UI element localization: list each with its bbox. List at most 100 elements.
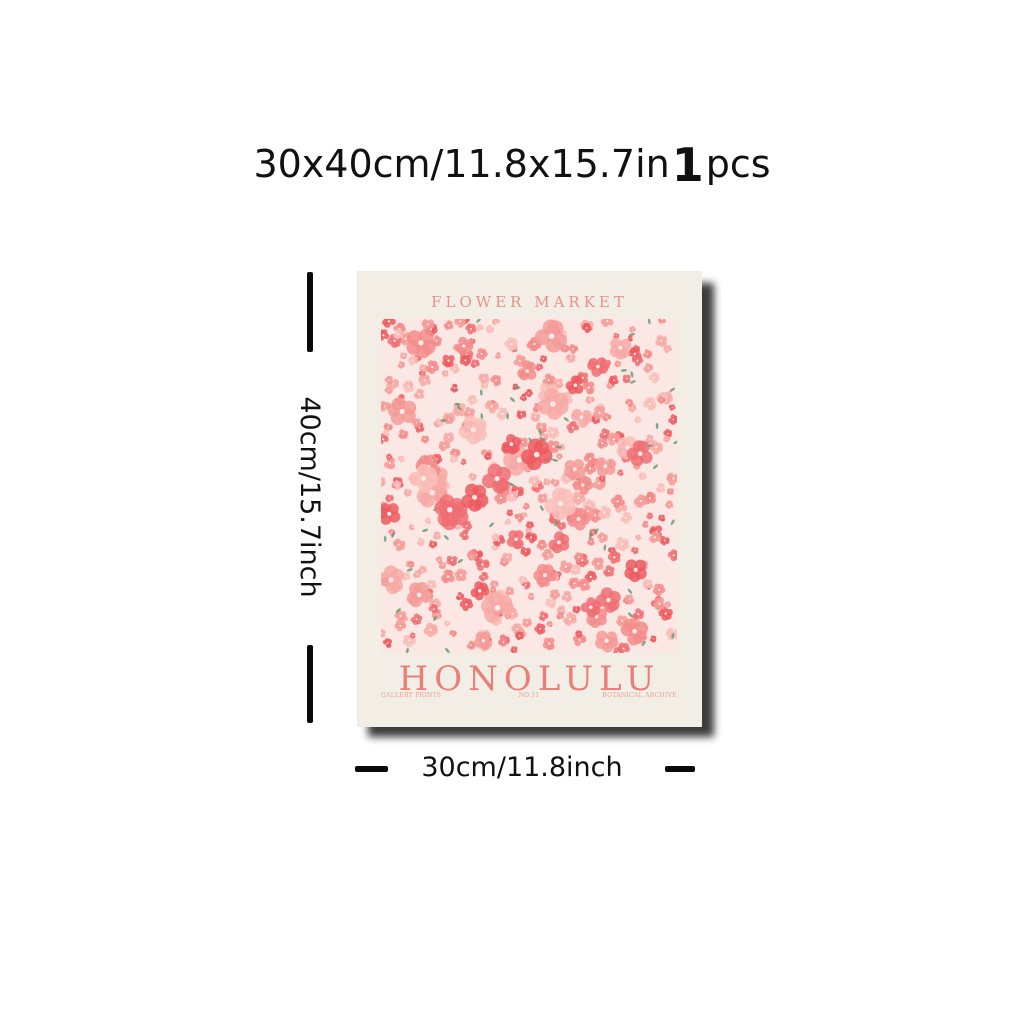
flower-shape bbox=[409, 463, 439, 493]
leaf-shape bbox=[443, 535, 449, 540]
flower-shape bbox=[592, 406, 607, 420]
flower-shape bbox=[643, 363, 654, 373]
leaf-shape bbox=[445, 647, 450, 653]
flower-shape bbox=[443, 432, 455, 444]
flower-shape bbox=[418, 374, 431, 387]
flower-shape bbox=[387, 397, 417, 426]
flower-shape bbox=[475, 323, 484, 332]
flower-shape bbox=[510, 646, 518, 653]
leaf-shape bbox=[641, 640, 646, 647]
flower-shape bbox=[658, 514, 666, 522]
flower-shape bbox=[505, 490, 519, 502]
flower-shape bbox=[517, 360, 537, 381]
flower-shape bbox=[544, 487, 576, 521]
flower-shape bbox=[490, 580, 499, 588]
flower-shape bbox=[570, 564, 581, 576]
flower-shape bbox=[381, 477, 386, 487]
flower-shape bbox=[513, 354, 527, 368]
leaf-shape bbox=[422, 528, 429, 533]
flower-shape bbox=[403, 488, 412, 497]
flower-shape bbox=[501, 552, 513, 563]
leaf-shape bbox=[627, 588, 633, 594]
floral-pattern bbox=[381, 319, 677, 653]
leaf-shape bbox=[406, 568, 413, 572]
leaf-shape bbox=[671, 632, 675, 639]
width-marker-left bbox=[355, 766, 388, 772]
flower-shape bbox=[433, 531, 441, 540]
flower-shape bbox=[441, 569, 455, 584]
flower-shape bbox=[615, 537, 629, 552]
flower-shape bbox=[520, 546, 531, 557]
flower-shape bbox=[597, 438, 608, 449]
flower-shape bbox=[602, 412, 612, 422]
flower-shape bbox=[583, 462, 597, 475]
flower-shape bbox=[534, 319, 568, 353]
flower-shape bbox=[383, 456, 396, 470]
leaf-shape bbox=[509, 482, 515, 487]
flower-shape bbox=[501, 434, 522, 455]
flower-shape bbox=[668, 404, 676, 411]
flower-shape bbox=[392, 538, 406, 552]
leaf-shape bbox=[630, 371, 634, 378]
flower-shape bbox=[397, 455, 405, 463]
flower-shape bbox=[548, 531, 570, 554]
flower-shape bbox=[564, 459, 586, 481]
flower-shape bbox=[664, 601, 672, 608]
flower-shape bbox=[594, 457, 616, 477]
flower-shape bbox=[470, 581, 490, 601]
flower-shape bbox=[438, 440, 451, 452]
flower-shape bbox=[573, 552, 584, 562]
flower-shape bbox=[465, 323, 477, 335]
flower-shape bbox=[521, 438, 553, 471]
flower-shape bbox=[423, 622, 438, 638]
flower-shape bbox=[459, 529, 469, 541]
flower-shape bbox=[556, 453, 563, 460]
flower-shape bbox=[658, 606, 673, 621]
leaf-shape bbox=[589, 532, 592, 539]
flower-shape bbox=[504, 337, 518, 352]
flower-shape bbox=[534, 623, 546, 635]
flower-shape bbox=[624, 559, 647, 583]
flower-shape bbox=[490, 374, 502, 387]
flower-shape bbox=[514, 513, 524, 523]
flower-shape bbox=[491, 319, 500, 325]
flower-shape bbox=[449, 454, 458, 463]
footer-right-text: BOTANICAL ARCHIVE bbox=[602, 692, 677, 699]
flower-shape bbox=[600, 319, 614, 327]
flower-shape bbox=[646, 512, 654, 520]
flower-shape bbox=[460, 458, 467, 466]
flower-shape bbox=[468, 472, 477, 481]
flower-shape bbox=[634, 494, 648, 508]
flower-shape bbox=[410, 613, 423, 625]
flower-shape bbox=[458, 415, 487, 445]
flower-shape bbox=[434, 494, 466, 526]
flower-shape bbox=[665, 500, 674, 509]
flower-shape bbox=[545, 598, 557, 609]
leaf-shape bbox=[603, 544, 607, 551]
flower-shape bbox=[559, 560, 573, 574]
flower-shape bbox=[506, 530, 524, 550]
flower-shape bbox=[449, 630, 457, 637]
flower-shape bbox=[402, 380, 415, 393]
flower-shape bbox=[620, 618, 649, 646]
footer-left-text: GALLERY PRINTS bbox=[381, 692, 442, 699]
flower-shape bbox=[667, 549, 677, 562]
flower-shape bbox=[607, 550, 621, 564]
leaf-shape bbox=[433, 615, 437, 622]
flower-shape bbox=[459, 354, 472, 367]
flower-shape bbox=[392, 480, 402, 490]
flower-shape bbox=[626, 440, 653, 467]
flower-shape bbox=[578, 578, 591, 592]
flower-shape bbox=[449, 363, 460, 374]
flower-shape bbox=[609, 337, 632, 360]
flower-shape bbox=[461, 483, 489, 512]
flower-shape bbox=[406, 582, 433, 608]
flower-shape bbox=[536, 539, 548, 551]
flower-shape bbox=[393, 328, 403, 340]
flower-shape bbox=[561, 590, 573, 603]
flower-shape bbox=[655, 335, 668, 348]
width-label: 30cm/11.8inch bbox=[421, 752, 623, 783]
flower-shape bbox=[591, 557, 604, 571]
flower-shape bbox=[413, 570, 421, 578]
flower-shape bbox=[413, 388, 425, 400]
